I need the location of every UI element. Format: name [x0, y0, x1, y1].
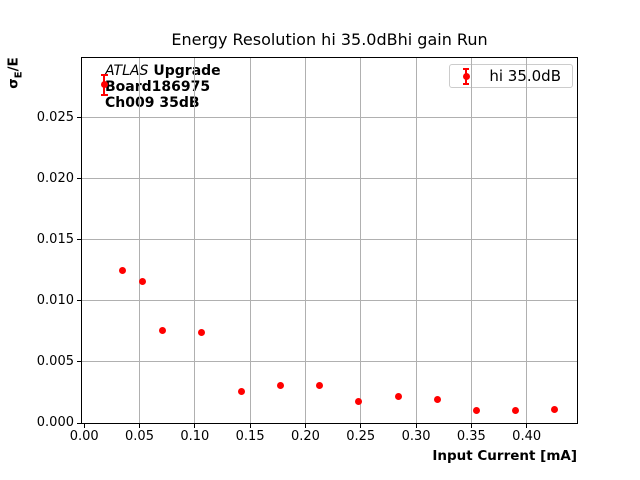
annotation-board: Board186975	[105, 79, 211, 95]
y-tick-label: 0.015	[36, 231, 74, 247]
y-tick-label: 0.020	[36, 170, 74, 186]
ylabel-subscript: E	[13, 71, 25, 79]
error-bar-cap	[100, 93, 108, 96]
y-tick-label: 0.005	[36, 353, 74, 369]
annotation-channel: Ch009 35dB	[105, 95, 200, 111]
data-point	[159, 326, 167, 334]
data-point	[433, 396, 441, 404]
y-gridline	[82, 300, 577, 302]
data-point	[197, 329, 205, 337]
x-tick-mark	[194, 423, 196, 428]
x-gridline	[304, 58, 306, 423]
x-gridline	[194, 58, 196, 423]
y-tick-mark	[77, 422, 81, 424]
y-gridline	[82, 239, 577, 241]
x-tick-mark	[470, 423, 472, 428]
x-tick-mark	[415, 423, 417, 428]
y-gridline	[82, 117, 577, 119]
x-tick-label: 0.35	[456, 429, 486, 444]
error-bar-cap	[100, 74, 108, 77]
x-tick-label: 0.05	[125, 429, 154, 444]
data-point	[139, 277, 147, 285]
data-point	[355, 397, 363, 405]
y-gridline	[82, 361, 577, 363]
plot-area: ATLAS Upgrade Board186975 Ch009 35dB hi 3…	[37, 57, 578, 444]
y-tick-mark	[77, 300, 81, 302]
x-gridline	[526, 58, 528, 423]
x-tick-label: 0.20	[290, 429, 320, 444]
errorbar-marker-icon	[462, 67, 470, 86]
x-gridline	[360, 58, 362, 423]
x-tick-label: 0.30	[401, 429, 431, 444]
x-tick-mark	[139, 423, 141, 428]
annotation-experiment: ATLAS	[105, 63, 149, 79]
x-tick-mark	[304, 423, 306, 428]
y-tick-label: 0.010	[36, 292, 74, 308]
ylabel-sigma: σ	[5, 78, 22, 89]
x-tick-mark	[360, 423, 362, 428]
y-tick-mark	[77, 178, 81, 180]
data-point	[512, 407, 520, 415]
x-tick-mark	[526, 423, 528, 428]
data-point	[276, 381, 284, 389]
y-gridline	[82, 178, 577, 180]
data-point	[119, 266, 127, 274]
annotation: ATLAS Upgrade Board186975 Ch009 35dB	[105, 63, 221, 111]
annotation-program: Upgrade	[153, 63, 221, 79]
x-tick-label: 0.25	[346, 429, 376, 444]
x-tick-label: 0.10	[180, 429, 210, 444]
annotation-line-1: ATLAS Upgrade	[105, 63, 221, 79]
legend-label: hi 35.0dB	[489, 67, 561, 85]
x-tick-mark	[83, 423, 85, 428]
x-tick-label: 0.40	[512, 429, 542, 444]
x-gridline	[139, 58, 141, 423]
y-tick-mark	[77, 361, 81, 363]
y-tick-mark	[77, 117, 81, 119]
ylabel-suffix: /E	[5, 57, 22, 72]
y-tick-mark	[77, 239, 81, 241]
y-tick-label: 0.000	[36, 415, 74, 430]
legend: hi 35.0dB	[449, 64, 573, 88]
x-tick-label: 0.15	[235, 429, 265, 444]
chart-title: Energy Resolution hi 35.0dBhi gain Run	[171, 30, 488, 49]
y-tick-label: 0.025	[36, 109, 74, 125]
x-tick-label: 0.00	[69, 429, 99, 444]
x-gridline	[249, 58, 251, 423]
data-point	[394, 392, 402, 400]
y-axis-label: σE/E	[6, 57, 25, 89]
x-axis-label: Input Current [mA]	[432, 448, 577, 464]
data-point	[316, 381, 324, 389]
x-tick-mark	[249, 423, 251, 428]
data-point	[550, 406, 558, 414]
data-point	[237, 387, 245, 395]
x-gridline	[470, 58, 472, 423]
data-point	[100, 81, 108, 89]
data-point	[473, 407, 481, 415]
x-gridline	[415, 58, 417, 423]
